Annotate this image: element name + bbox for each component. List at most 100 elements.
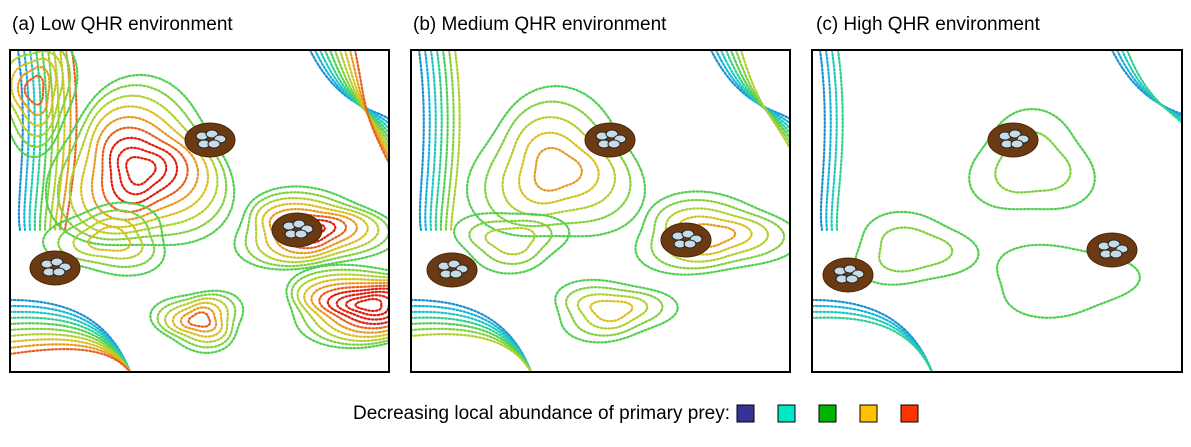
contour <box>10 50 71 148</box>
contour <box>43 50 54 232</box>
contour <box>318 284 389 330</box>
nest-rim <box>184 122 236 158</box>
contour-map <box>812 50 1182 372</box>
nest <box>584 122 636 158</box>
contour <box>10 304 132 372</box>
egg <box>1008 129 1022 139</box>
contour <box>348 50 389 161</box>
contour <box>171 301 224 338</box>
contour <box>90 115 200 221</box>
legend-swatch <box>900 404 919 423</box>
egg <box>1107 239 1121 249</box>
legend-swatches <box>736 404 919 423</box>
panel-frame <box>9 49 390 373</box>
contour <box>812 310 934 372</box>
egg <box>605 129 619 139</box>
contour <box>517 131 600 205</box>
contour-map <box>411 50 790 372</box>
contour <box>564 286 664 337</box>
contour <box>10 50 64 138</box>
contour <box>125 156 157 186</box>
contour <box>830 50 838 232</box>
contour <box>56 84 228 241</box>
legend-swatch <box>818 404 837 423</box>
contour <box>68 94 219 235</box>
contour <box>468 219 553 266</box>
egg <box>294 229 308 239</box>
contour <box>326 287 389 326</box>
contour <box>818 50 826 232</box>
contour <box>57 209 156 269</box>
contour <box>163 297 230 344</box>
nest <box>987 122 1039 158</box>
contour <box>429 50 437 232</box>
egg <box>681 229 695 239</box>
egg <box>845 274 859 284</box>
egg <box>52 267 66 277</box>
egg <box>292 219 306 229</box>
nest-rim <box>271 212 323 248</box>
contour <box>824 50 832 232</box>
nest-rim <box>584 122 636 158</box>
contour <box>411 322 533 372</box>
contour <box>353 50 389 166</box>
contour <box>411 316 533 372</box>
legend-swatch <box>777 404 796 423</box>
panel-title: (c) High QHR environment <box>816 14 1041 35</box>
egg <box>843 264 857 274</box>
contour <box>854 210 980 286</box>
contour <box>87 225 132 252</box>
contour <box>812 298 934 372</box>
contour <box>179 306 218 333</box>
contour <box>835 50 844 232</box>
contour <box>16 65 51 117</box>
contour <box>108 136 179 205</box>
contour <box>41 201 166 277</box>
contour <box>483 100 632 228</box>
contour <box>968 107 1096 211</box>
egg <box>449 269 463 279</box>
nest <box>1086 232 1138 268</box>
contour <box>812 316 934 372</box>
legend-label: Decreasing local abundance of primary pr… <box>353 403 730 424</box>
contour <box>1110 50 1182 116</box>
contour <box>48 50 60 232</box>
contour <box>28 50 36 232</box>
contour <box>417 50 425 232</box>
contour <box>576 293 649 330</box>
contour <box>233 185 389 271</box>
contour <box>244 191 389 268</box>
contour <box>38 50 48 232</box>
contour <box>994 130 1072 194</box>
nest-rim <box>822 257 874 293</box>
contour <box>149 289 245 355</box>
egg <box>205 129 219 139</box>
nest <box>660 222 712 258</box>
contour <box>302 278 389 339</box>
panel-frame <box>410 49 791 373</box>
contour <box>434 50 443 232</box>
contour <box>10 50 79 159</box>
contour <box>44 73 236 247</box>
nest-rim <box>426 252 478 288</box>
panel-title: (b) Medium QHR environment <box>413 14 667 35</box>
contour <box>734 50 790 146</box>
contour <box>411 333 533 372</box>
legend-swatch <box>859 404 878 423</box>
contour <box>423 50 431 232</box>
contour <box>354 297 383 313</box>
contour <box>254 197 380 264</box>
contour <box>343 50 389 156</box>
contour-map <box>10 50 389 372</box>
contour <box>453 211 571 275</box>
contour <box>285 263 389 350</box>
contour <box>10 322 132 372</box>
contour <box>261 202 369 259</box>
contour <box>739 50 790 151</box>
egg <box>447 259 461 269</box>
contour <box>156 293 237 349</box>
nest-rim <box>987 122 1039 158</box>
nests <box>29 122 1138 293</box>
nest-rim <box>1086 232 1138 268</box>
